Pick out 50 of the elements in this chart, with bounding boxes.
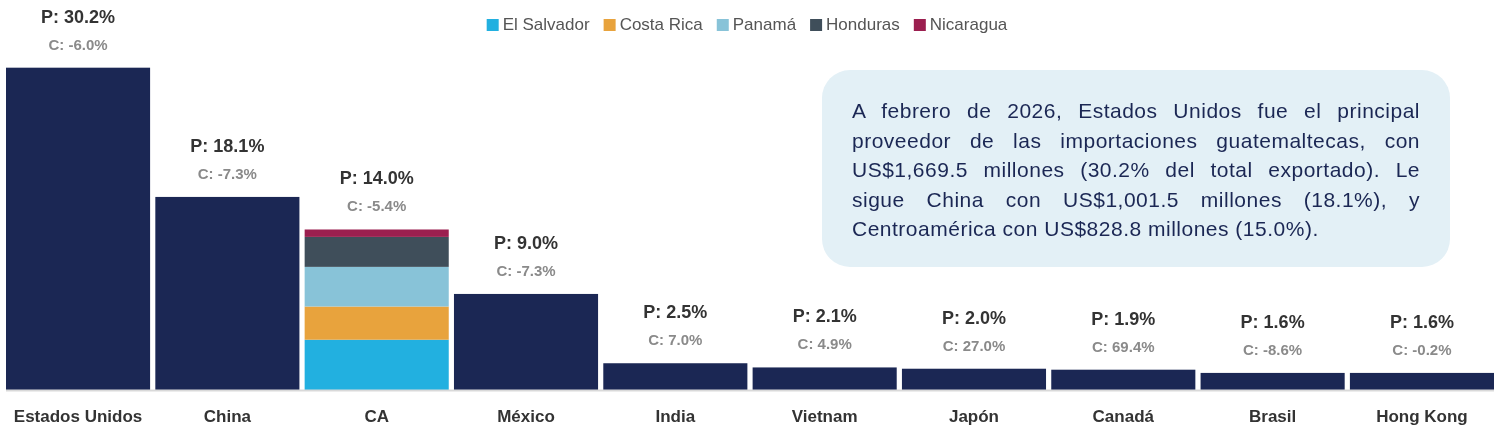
- bar: [155, 196, 300, 390]
- annotation: P: 1.9%: [1091, 308, 1156, 329]
- x-tick-label: Hong Kong: [1376, 407, 1468, 426]
- annotation: P: 1.6%: [1389, 311, 1454, 332]
- bar: [304, 229, 449, 237]
- legend-label: Panamá: [732, 15, 797, 34]
- annotation: P: 30.2%: [41, 6, 116, 27]
- annotation: P: 18.1%: [190, 135, 265, 156]
- x-tick-label: México: [497, 407, 555, 426]
- annotation: P: 2.0%: [941, 307, 1006, 328]
- bar: [304, 266, 449, 307]
- annotation: C: -0.2%: [1392, 340, 1452, 358]
- annotation: C: -5.4%: [347, 197, 407, 215]
- annotation: C: 69.4%: [1092, 337, 1155, 355]
- annotation: P: 2.1%: [792, 306, 857, 327]
- annotation: P: 14.0%: [339, 168, 414, 189]
- bar: [304, 339, 449, 390]
- legend-label: El Salvador: [502, 15, 590, 34]
- x-tick-label: Vietnam: [791, 407, 858, 426]
- legend-label: Nicaragua: [929, 15, 1008, 34]
- annotation: C: -7.3%: [197, 164, 257, 182]
- bar: [603, 363, 748, 390]
- bar: [901, 368, 1047, 390]
- annotation: P: 1.6%: [1240, 311, 1305, 332]
- bar: [1051, 369, 1196, 390]
- bar: [752, 367, 897, 390]
- annotation: C: 4.9%: [797, 335, 852, 353]
- annotation: C: -8.6%: [1243, 340, 1303, 358]
- legend-label: Honduras: [826, 15, 900, 34]
- bar: [1349, 372, 1494, 390]
- bar: [1200, 372, 1345, 390]
- annotation: P: 2.5%: [643, 302, 708, 323]
- bar: [6, 67, 151, 390]
- bar: [304, 306, 449, 340]
- x-tick-label: Brasil: [1249, 407, 1297, 426]
- note-box: A febrero de 2026, Estados Unidos fue el principal proveedor de las importaciones guatemaltecas, con US$1,669.5 millones (30.2% del total exportado). Le sigue China con US$1,001.5 millones (18.1%), y Centroamérica con US$828.8 millones (15.0%).: [822, 70, 1450, 267]
- annotation: P: 9.0%: [494, 232, 559, 253]
- annotation: C: -6.0%: [48, 35, 108, 53]
- annotation: C: 27.0%: [942, 336, 1006, 354]
- x-tick-label: India: [655, 407, 696, 426]
- legend-label: Costa Rica: [619, 15, 704, 34]
- x-tick-label: Canadá: [1092, 407, 1155, 426]
- x-tick-label: CA: [364, 407, 389, 426]
- bar: [453, 293, 599, 390]
- x-tick-label: Japón: [948, 407, 1000, 426]
- annotation: C: -7.3%: [496, 261, 556, 279]
- bar: [304, 236, 449, 267]
- x-tick-label: China: [203, 407, 252, 426]
- x-tick-label: Estados Unidos: [13, 407, 143, 426]
- annotation: C: 7.0%: [648, 331, 703, 349]
